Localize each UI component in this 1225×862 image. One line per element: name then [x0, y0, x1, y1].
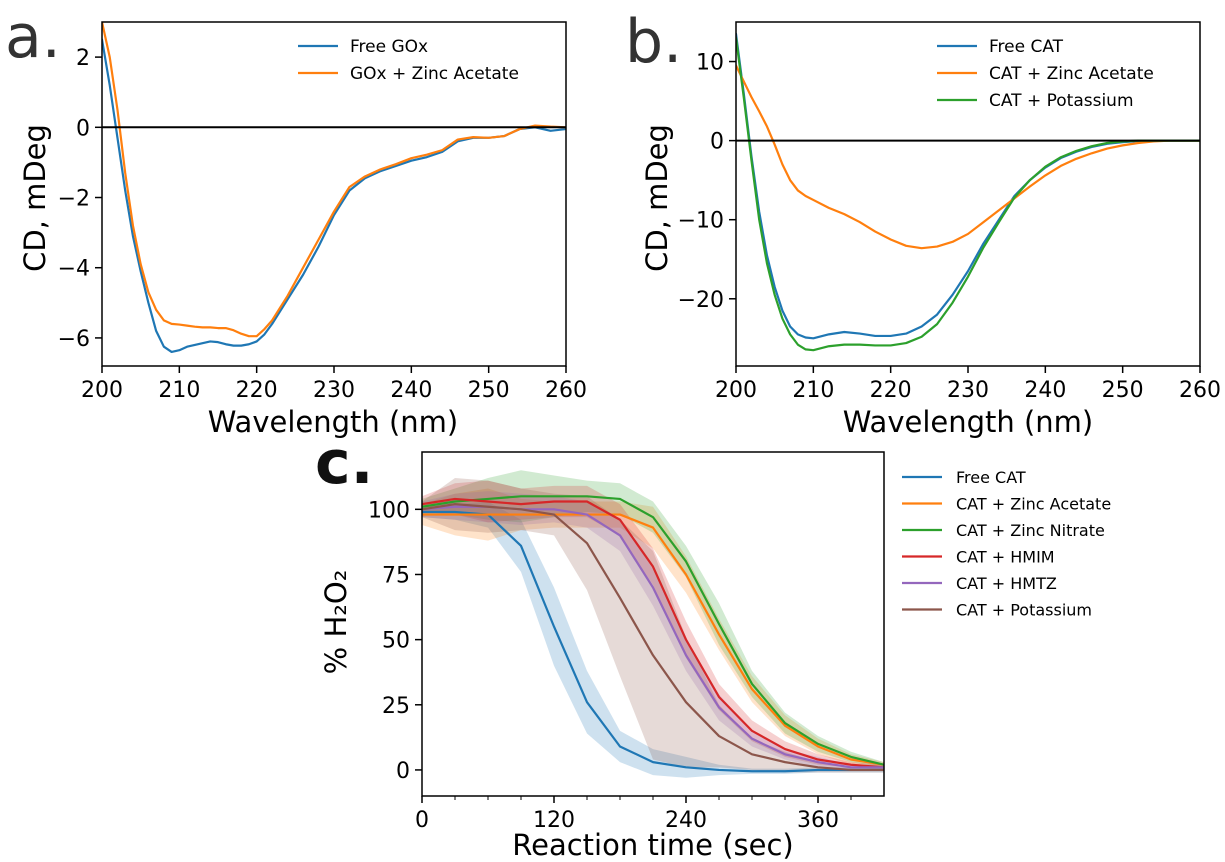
legend: Free CAT CAT + Zinc Acetate CAT + Zinc Nit…	[902, 468, 1111, 620]
panel-letter: c.	[315, 428, 373, 498]
legend-label: CAT + Zinc Acetate	[956, 495, 1111, 514]
legend: Free GOx GOx + Zinc Acetate	[298, 37, 519, 84]
confidence-band	[422, 488, 884, 768]
x-tick-label: 240	[665, 808, 707, 833]
panel-letter: a.	[5, 2, 61, 72]
x-tick-label: 0	[415, 808, 429, 833]
y-tick-label: 100	[368, 498, 410, 523]
confidence-band	[422, 480, 884, 770]
legend: Free CAT CAT + Zinc Acetate CAT + Potassiu…	[937, 37, 1154, 111]
x-tick-label: 200	[81, 378, 123, 403]
x-tick-label: 250	[468, 378, 510, 403]
x-axis-label: Wavelength (nm)	[843, 405, 1094, 439]
legend-label: CAT + Zinc Acetate	[989, 64, 1154, 84]
y-tick-label: −20	[678, 288, 724, 313]
confidence-band	[422, 491, 884, 770]
y-tick-label: 25	[382, 694, 410, 719]
y-tick-label: 10	[696, 51, 724, 76]
series-line	[422, 503, 884, 772]
legend-label: Free GOx	[350, 37, 428, 57]
y-tick-label: 0	[710, 130, 724, 155]
series-line	[102, 38, 566, 354]
series-line	[102, 22, 566, 338]
legend-label: CAT + HMIM	[956, 548, 1055, 567]
y-axis-label: % H₂O₂	[319, 570, 353, 675]
x-tick-label: 210	[158, 378, 200, 403]
x-tick-label: 230	[313, 378, 355, 403]
series-line	[422, 513, 884, 766]
x-tick-label: 230	[947, 378, 989, 403]
y-tick-label: 0	[76, 116, 90, 141]
x-tick-label: 250	[1102, 378, 1144, 403]
x-axis-label: Reaction time (sec)	[512, 828, 793, 862]
confidence-band	[422, 501, 884, 778]
x-tick-label: 360	[797, 808, 839, 833]
legend-label: CAT + Potassium	[956, 601, 1092, 620]
series-line	[736, 64, 1200, 250]
legend-label: CAT + Potassium	[989, 91, 1134, 111]
panel-a: a. 200 210 220 230 240 250 260 −6 −4 −2 0 2 Wavelen…	[5, 2, 587, 439]
y-tick-label: −10	[678, 209, 724, 234]
confidence-band	[422, 478, 884, 773]
x-tick-label: 240	[1024, 378, 1066, 403]
plot-area: 200 210 220 230 240 250 260 −20 −10 0 10	[678, 21, 1221, 403]
series-line	[422, 497, 884, 769]
y-axis-label: CD, mDeg	[18, 124, 52, 272]
confidence-band	[422, 470, 884, 768]
y-tick-label: −4	[58, 257, 90, 282]
y-tick-label: 0	[396, 759, 410, 784]
series-group	[736, 32, 1200, 352]
y-tick-label: −6	[58, 327, 90, 352]
x-tick-label: 260	[545, 378, 587, 403]
x-tick-label: 220	[870, 378, 912, 403]
plot-area: 200 210 220 230 240 250 260 −6 −4 −2 0 2	[58, 21, 587, 403]
series-line	[422, 510, 884, 773]
legend-label: GOx + Zinc Acetate	[350, 64, 519, 84]
x-tick-label: 220	[236, 378, 278, 403]
y-tick-label: 75	[382, 563, 410, 588]
y-tick-label: −2	[58, 187, 90, 212]
panel-c: c. 0 120 240 360 0 25 50 75 100 Reaction time (s…	[315, 428, 1111, 862]
x-tick-label: 120	[533, 808, 575, 833]
series-group	[102, 22, 566, 354]
plot-area: 0 120 240 360 0 25 50 75 100	[368, 451, 885, 833]
x-tick-label: 200	[715, 378, 757, 403]
x-tick-label: 240	[390, 378, 432, 403]
legend-label: Free CAT	[989, 37, 1064, 57]
y-tick-label: 2	[76, 46, 90, 71]
x-tick-label: 210	[792, 378, 834, 403]
panel-b: b. 200 210 220 230 240 250 260 −20 −10 0 10 Wavele…	[625, 7, 1221, 439]
legend-label: CAT + Zinc Nitrate	[956, 521, 1105, 540]
panel-letter: b.	[625, 7, 682, 77]
x-axis-label: Wavelength (nm)	[208, 405, 459, 439]
series-line	[736, 36, 1200, 352]
legend-label: CAT + HMTZ	[956, 574, 1057, 593]
legend-label: Free CAT	[956, 468, 1026, 487]
x-tick-label: 260	[1179, 378, 1221, 403]
series-group	[422, 470, 884, 778]
y-tick-label: 50	[382, 629, 410, 654]
series-line	[422, 495, 884, 766]
y-axis-label: CD, mDeg	[640, 124, 674, 272]
